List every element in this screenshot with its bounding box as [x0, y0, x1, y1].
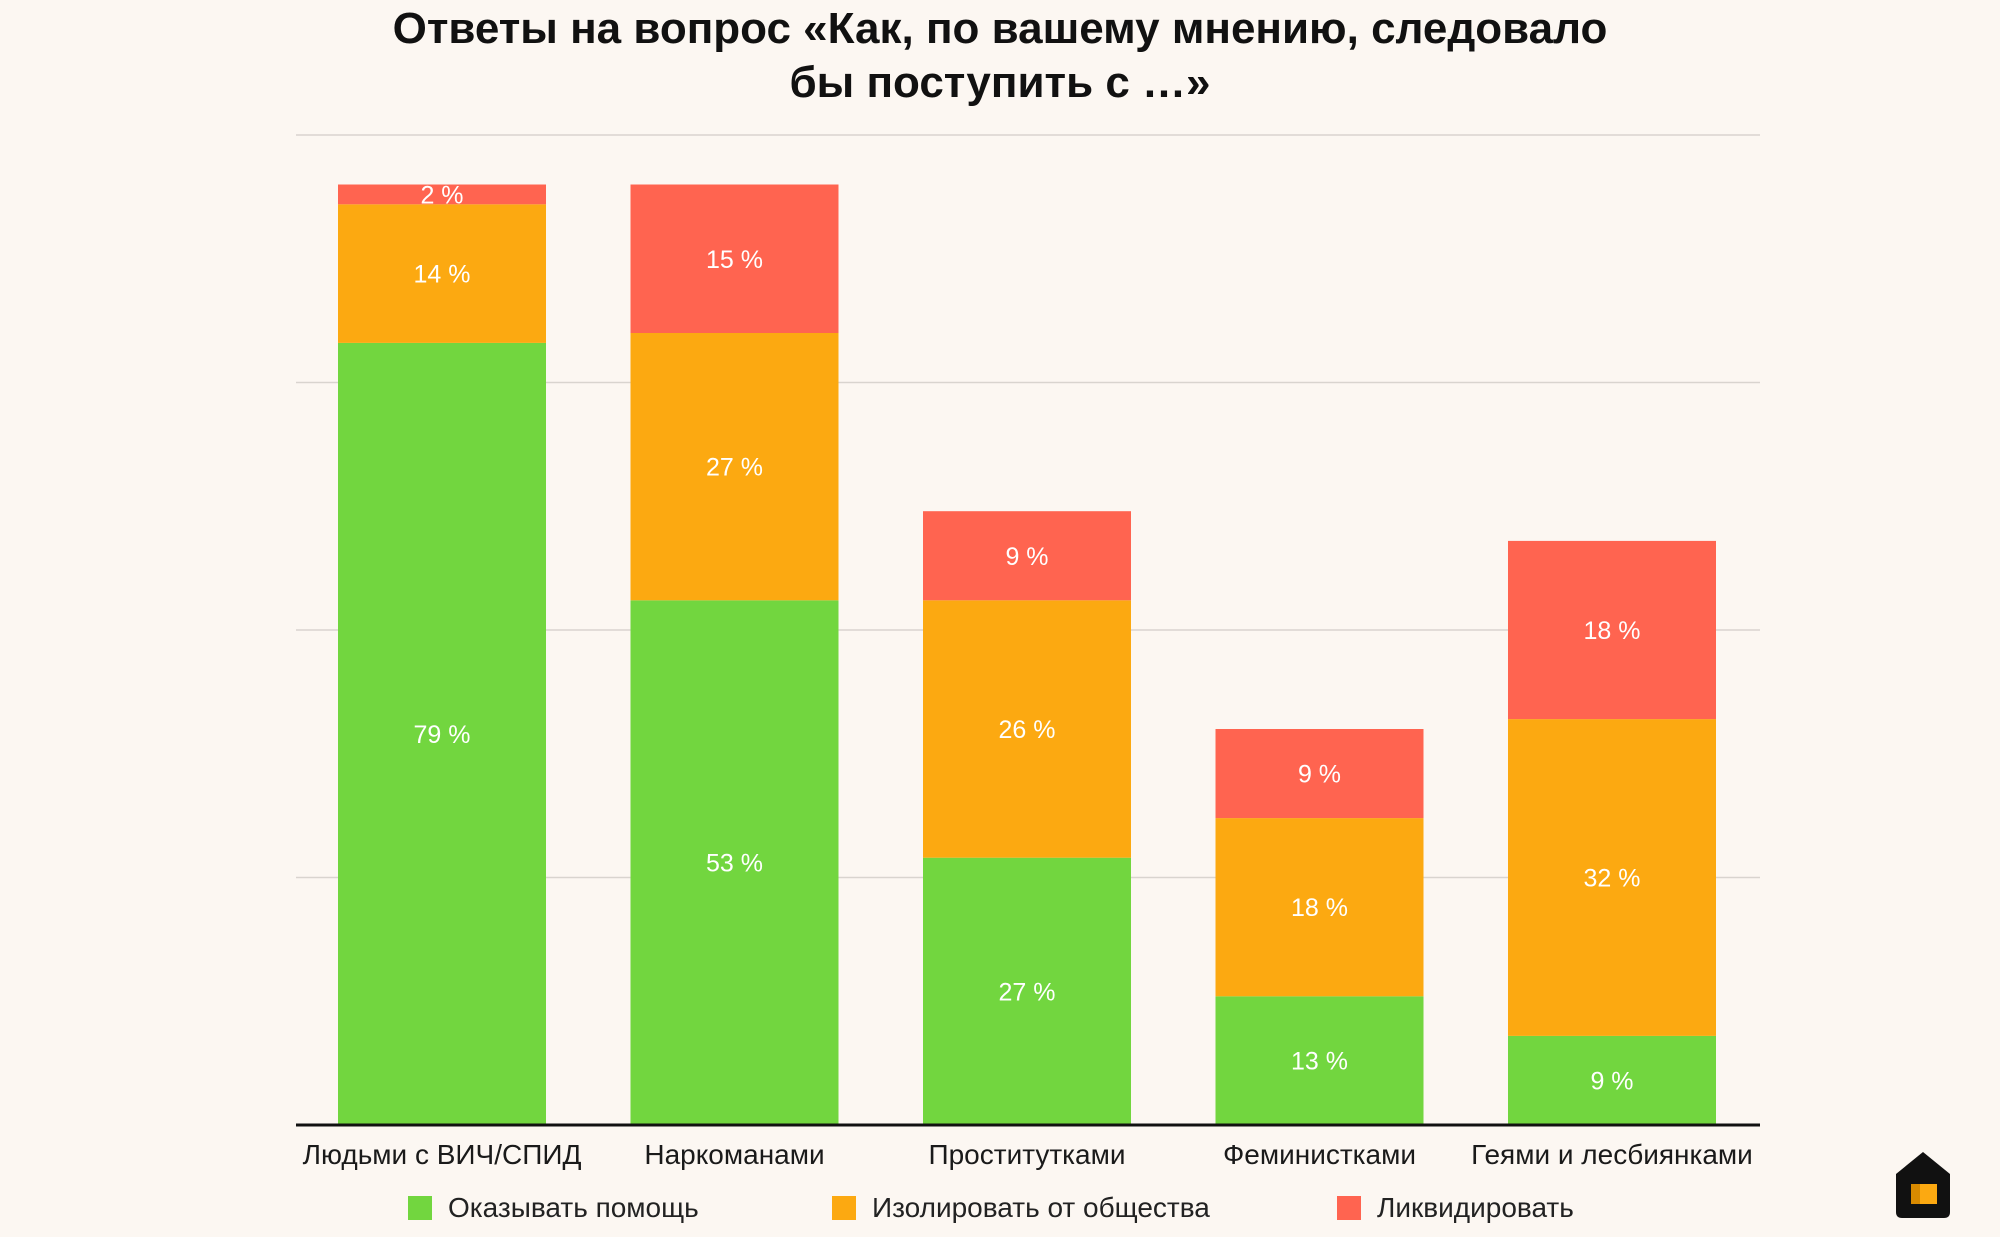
bar-segment	[1215, 818, 1424, 997]
legend: Оказывать помощь Изолировать от общества…	[0, 1192, 2000, 1226]
x-tick-label: Феминистками	[1223, 1139, 1416, 1170]
data-label: 53 %	[706, 850, 763, 878]
bar-segment	[630, 333, 839, 601]
bar-segment	[923, 857, 1131, 1125]
legend-item-liquidate: Ликвидировать	[1337, 1192, 1574, 1224]
legend-label-liquidate: Ликвидировать	[1377, 1192, 1574, 1223]
bar-segment	[338, 184, 546, 205]
data-label: 27 %	[999, 978, 1056, 1006]
bar-segment	[338, 204, 546, 343]
data-label: 9 %	[1590, 1067, 1633, 1095]
data-label: 15 %	[706, 246, 763, 274]
bar-segment	[923, 511, 1131, 601]
legend-item-isolate: Изолировать от общества	[832, 1192, 1210, 1224]
bar-segment	[338, 342, 546, 1125]
legend-swatch-isolate	[832, 1196, 856, 1220]
bar-segment	[630, 600, 839, 1125]
legend-swatch-liquidate	[1337, 1196, 1361, 1220]
data-label: 18 %	[1584, 617, 1641, 645]
x-tick-label: Проститутками	[928, 1139, 1125, 1170]
chart-title: Ответы на вопрос «Как, по вашему мнению,…	[0, 2, 2000, 110]
data-label: 14 %	[414, 261, 471, 289]
data-label: 79 %	[414, 721, 471, 749]
legend-label-isolate: Изолировать от общества	[872, 1192, 1210, 1223]
bar-segment	[1508, 540, 1716, 720]
house-icon	[1896, 1152, 1950, 1218]
data-label: 26 %	[999, 716, 1056, 744]
bar-segment	[923, 600, 1131, 858]
legend-label-help: Оказывать помощь	[448, 1192, 699, 1223]
bar-segment	[1215, 729, 1424, 819]
bar-segment	[1508, 719, 1716, 1036]
bar-segment	[1508, 1035, 1716, 1125]
bar-segment	[630, 184, 839, 333]
data-label: 9 %	[1005, 543, 1048, 571]
data-label: 32 %	[1584, 865, 1641, 893]
x-tick-label: Людьми с ВИЧ/СПИД	[303, 1139, 582, 1170]
x-tick-label: Геями и лесбиянками	[1471, 1139, 1753, 1170]
data-label: 13 %	[1291, 1048, 1348, 1076]
chart-title-line-1: Ответы на вопрос «Как, по вашему мнению,…	[392, 4, 1608, 53]
data-label: 9 %	[1298, 761, 1341, 789]
data-label: 18 %	[1291, 894, 1348, 922]
legend-item-help: Оказывать помощь	[408, 1192, 699, 1224]
x-tick-label: Наркоманами	[644, 1139, 824, 1170]
legend-swatch-help	[408, 1196, 432, 1220]
data-label: 2 %	[420, 181, 463, 209]
bar-segment	[1215, 996, 1424, 1125]
data-label: 27 %	[706, 454, 763, 482]
chart-title-line-2: бы поступить с …»	[789, 58, 1211, 107]
